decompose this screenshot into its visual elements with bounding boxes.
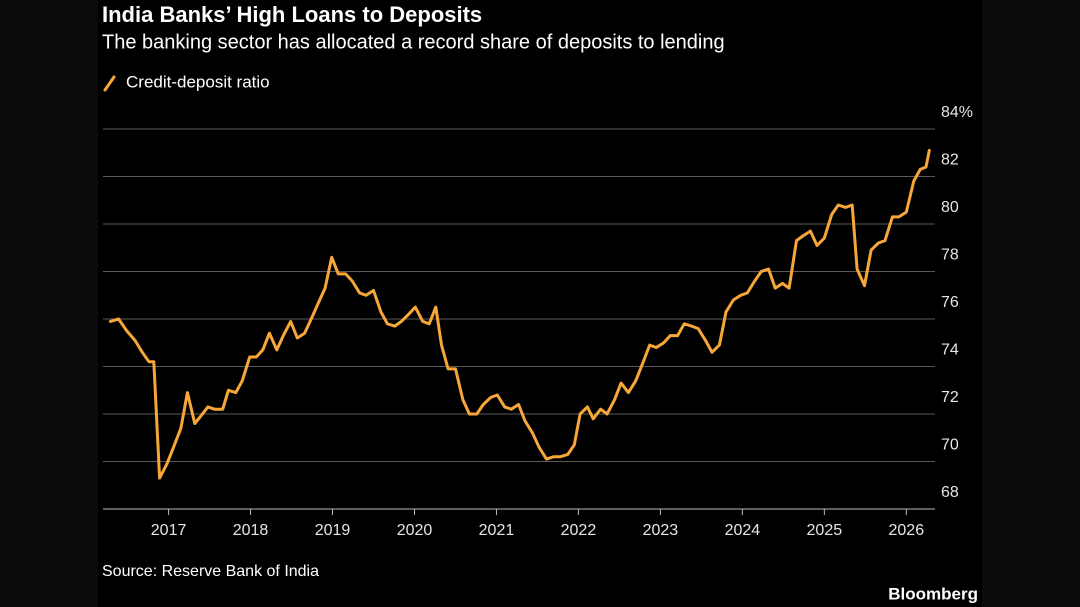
x-tick-label: 2020 [397,522,433,539]
y-tick-label: 72 [941,389,959,406]
plot-area: 68 70 72 74 76 78 80 82 84% 2017 2018 2019 2020 2021 2… [103,72,973,539]
y-tick-label: 78 [941,247,959,264]
x-tick-label: 2026 [889,522,925,539]
x-tick-label: 2025 [807,522,843,539]
x-tick-label: 2018 [233,522,269,539]
x-tick-label: 2023 [643,522,679,539]
blurred-edge-right [982,0,1080,607]
y-tick-label: 80 [941,199,959,216]
x-tick-label: 2022 [561,522,597,539]
y-tick-label: 74 [941,342,959,359]
chart-title: India Banks’ High Loans to Deposits [102,2,482,27]
source-note: Source: Reserve Bank of India [102,563,319,580]
y-tick-label: 76 [941,294,959,311]
card [98,0,982,607]
x-tick-label: 2019 [315,522,351,539]
y-tick-label: 84% [941,104,973,121]
x-tick-label: 2017 [151,522,187,539]
x-tick-label: 2024 [725,522,761,539]
legend-swatch [103,75,116,92]
x-tick-label: 2021 [479,522,515,539]
chart-subtitle: The banking sector has allocated a recor… [102,31,725,53]
brand: Bloomberg [888,584,978,603]
data-line [108,148,931,480]
y-tick-label: 68 [941,484,959,501]
y-tick-label: 70 [941,437,959,454]
blurred-edge-left [0,0,98,607]
y-tick-label: 82 [941,152,959,169]
legend-label: Credit-deposit ratio [126,72,270,91]
